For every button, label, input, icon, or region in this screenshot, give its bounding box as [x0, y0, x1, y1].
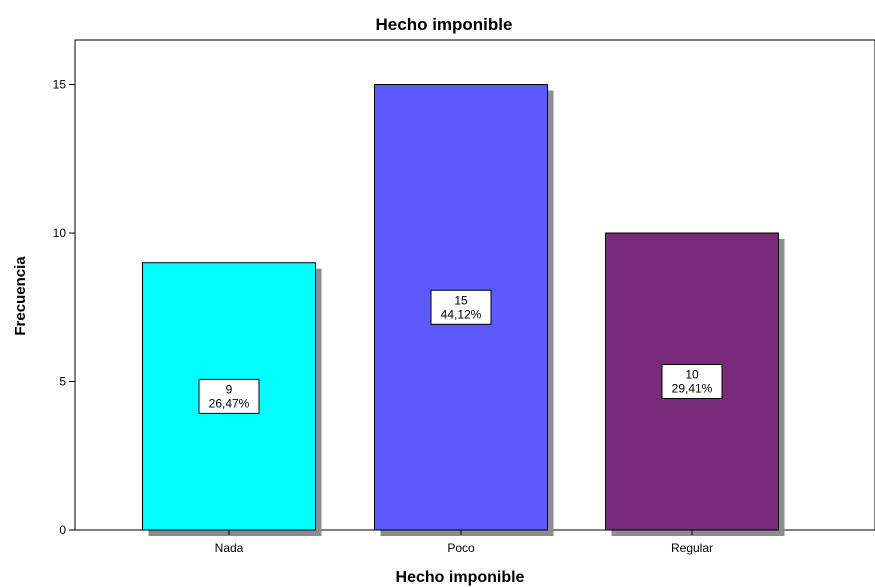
data-label-percent: 44,12%	[441, 307, 482, 321]
data-label-count: 9	[226, 382, 233, 396]
data-label-count: 10	[685, 368, 699, 382]
x-tick-label: Nada	[215, 541, 244, 555]
data-label-percent: 26,47%	[209, 396, 250, 410]
y-axis-label: Frecuencia	[12, 256, 29, 336]
x-tick-label: Poco	[447, 541, 475, 555]
y-tick-label: 5	[59, 375, 66, 389]
y-tick-label: 15	[53, 78, 67, 92]
chart-title: Hecho imponible	[376, 15, 513, 34]
data-label-count: 15	[454, 293, 468, 307]
y-tick-label: 10	[53, 226, 67, 240]
x-axis-label: Hecho imponible	[396, 569, 525, 586]
x-tick-label: Regular	[671, 541, 713, 555]
data-label-percent: 29,41%	[672, 382, 713, 396]
y-tick-label: 0	[59, 523, 66, 537]
